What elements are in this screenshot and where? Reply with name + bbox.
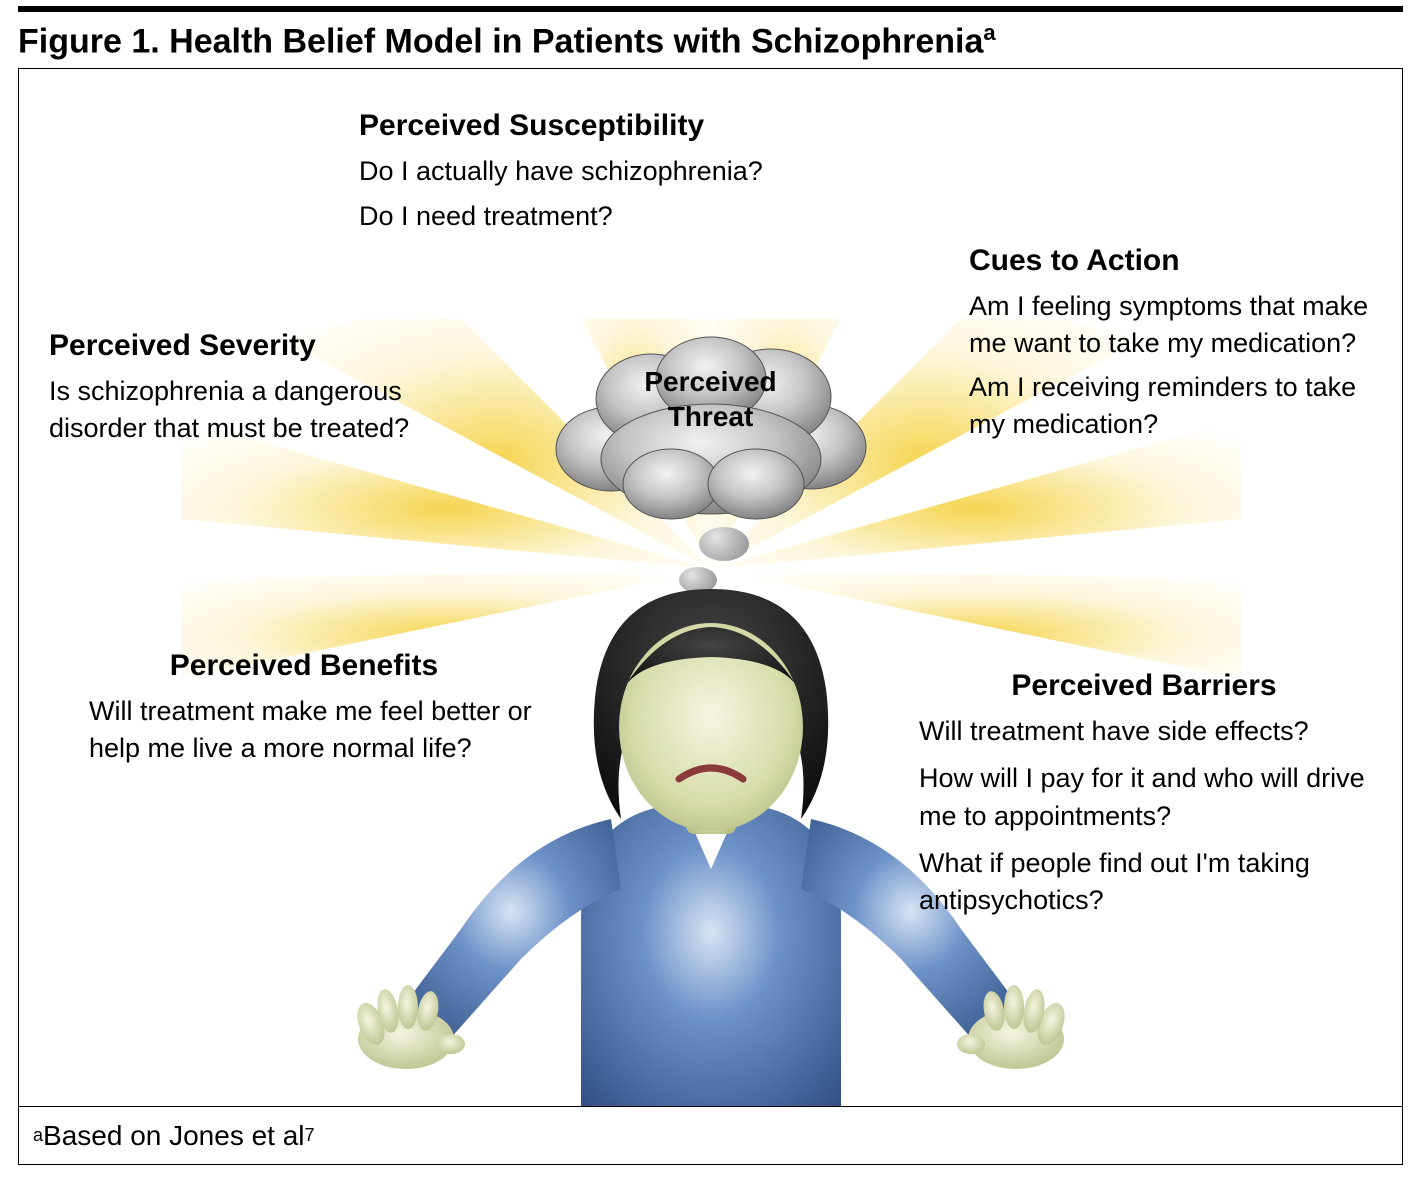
barriers-heading: Perceived Barriers: [919, 669, 1369, 703]
figure-footnote: aBased on Jones et al7: [18, 1107, 1403, 1165]
benefits-heading: Perceived Benefits: [69, 649, 539, 683]
cues-block: Cues to Action Am I feeling symptoms tha…: [969, 244, 1379, 443]
figure-top-rule: [18, 6, 1403, 12]
barriers-block: Perceived Barriers Will treatment have s…: [919, 669, 1369, 919]
susceptibility-heading: Perceived Susceptibility: [359, 109, 879, 143]
thought-trail-bubble: [699, 527, 749, 561]
barriers-q1: Will treatment have side effects?: [919, 713, 1369, 750]
figure-title: Figure 1. Health Belief Model in Patient…: [18, 20, 1403, 62]
severity-heading: Perceived Severity: [49, 329, 469, 363]
footnote-superscript: a: [33, 1125, 43, 1146]
susceptibility-q2: Do I need treatment?: [359, 198, 879, 235]
cloud-label: Perceived Threat: [644, 364, 776, 434]
figure-title-superscript: a: [983, 20, 995, 45]
figure-title-main: Health Belief Model in Patients with Sch…: [169, 22, 983, 60]
barriers-q3: What if people find out I'm taking antip…: [919, 848, 1310, 915]
footnote-citation: 7: [305, 1125, 315, 1146]
benefits-block: Perceived Benefits Will treatment make m…: [89, 649, 539, 768]
cues-q2: Am I receiving reminders to take my medi…: [969, 369, 1379, 444]
benefits-q1: Will treatment make me feel better or he…: [89, 693, 539, 768]
cloud-label-line1: Perceived: [644, 366, 776, 397]
cloud-label-line2: Threat: [668, 401, 754, 432]
severity-block: Perceived Severity Is schizophrenia a da…: [49, 329, 469, 448]
footnote-text: Based on Jones et al: [43, 1120, 305, 1152]
susceptibility-block: Perceived Susceptibility Do I actually h…: [359, 109, 879, 236]
cues-heading: Cues to Action: [969, 244, 1379, 278]
cues-q1: Am I feeling symptoms that make me want …: [969, 288, 1379, 363]
barriers-q2: How will I pay for it and who will drive…: [919, 760, 1369, 835]
figure-content-box: Perceived Threat: [18, 68, 1403, 1107]
susceptibility-q1: Do I actually have schizophrenia?: [359, 153, 879, 190]
severity-q1: Is schizophrenia a dangerous disorder th…: [49, 373, 469, 448]
figure-title-prefix: Figure 1.: [18, 22, 169, 60]
